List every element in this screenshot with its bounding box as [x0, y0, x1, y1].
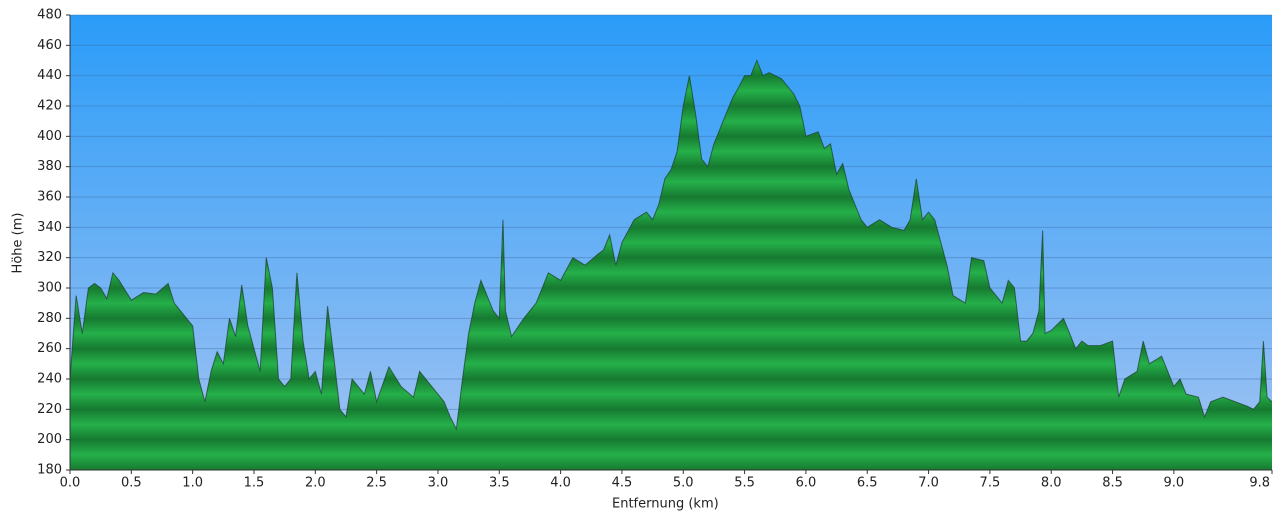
x-tick-label: 6.0 [796, 476, 817, 491]
x-tick-label: 2.0 [305, 476, 326, 491]
y-tick-label: 400 [37, 129, 62, 144]
x-tick-label: 9.8 [1249, 476, 1270, 491]
x-axis-label: Entfernung (km) [612, 497, 719, 512]
x-tick-label: 7.5 [980, 476, 1001, 491]
y-tick-label: 240 [37, 372, 62, 387]
x-tick-label: 7.0 [918, 476, 939, 491]
x-tick-label: 3.0 [428, 476, 449, 491]
y-tick-label: 480 [37, 8, 62, 23]
y-tick-label: 320 [37, 250, 62, 265]
elevation-line [69, 59, 1273, 431]
x-tick-label: 9.0 [1164, 476, 1185, 491]
elevation-area [70, 60, 1272, 470]
x-tick-label: 0.5 [121, 476, 142, 491]
x-tick-label: 6.5 [857, 476, 878, 491]
x-tick-label: 4.0 [550, 476, 571, 491]
y-tick-label: 460 [37, 38, 62, 53]
y-tick-label: 380 [37, 159, 62, 174]
x-tick-label: 1.5 [244, 476, 265, 491]
x-tick-label: 5.5 [734, 476, 755, 491]
y-tick-label: 300 [37, 281, 62, 296]
y-tick-label: 340 [37, 220, 62, 235]
y-tick-label: 440 [37, 68, 62, 83]
y-tick-label: 180 [37, 463, 62, 478]
y-tick-label: 420 [37, 99, 62, 114]
y-tick-label: 260 [37, 341, 62, 356]
y-tick-label: 200 [37, 432, 62, 447]
x-tick-label: 0.0 [60, 476, 81, 491]
x-tick-label: 8.5 [1102, 476, 1123, 491]
x-tick-label: 3.5 [489, 476, 510, 491]
y-axis-label: Höhe (m) [11, 213, 26, 274]
x-tick-label: 4.5 [612, 476, 633, 491]
x-tick-label: 8.0 [1041, 476, 1062, 491]
x-tick-label: 1.0 [182, 476, 203, 491]
x-tick-label: 5.0 [673, 476, 694, 491]
y-tick-label: 280 [37, 311, 62, 326]
y-tick-label: 220 [37, 402, 62, 417]
y-tick-label: 360 [37, 190, 62, 205]
x-tick-label: 2.5 [366, 476, 387, 491]
